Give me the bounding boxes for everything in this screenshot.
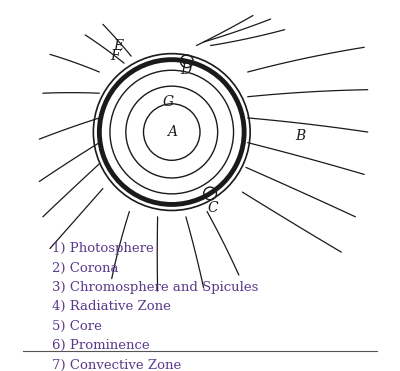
Text: 7) Convective Zone: 7) Convective Zone (52, 359, 181, 371)
Text: C: C (207, 201, 218, 215)
Text: 2) Corona: 2) Corona (52, 262, 118, 275)
Text: 3) Chromosphere and Spicules: 3) Chromosphere and Spicules (52, 281, 258, 294)
Text: F: F (110, 49, 119, 63)
Text: 4) Radiative Zone: 4) Radiative Zone (52, 301, 170, 313)
Text: G: G (163, 95, 174, 109)
Text: A: A (167, 125, 177, 139)
Text: 5) Core: 5) Core (52, 320, 102, 333)
Text: 6) Prominence: 6) Prominence (52, 339, 149, 352)
Text: B: B (296, 129, 306, 142)
Text: 1) Photosphere: 1) Photosphere (52, 242, 154, 255)
Text: E: E (114, 39, 124, 53)
Text: D: D (180, 63, 192, 77)
